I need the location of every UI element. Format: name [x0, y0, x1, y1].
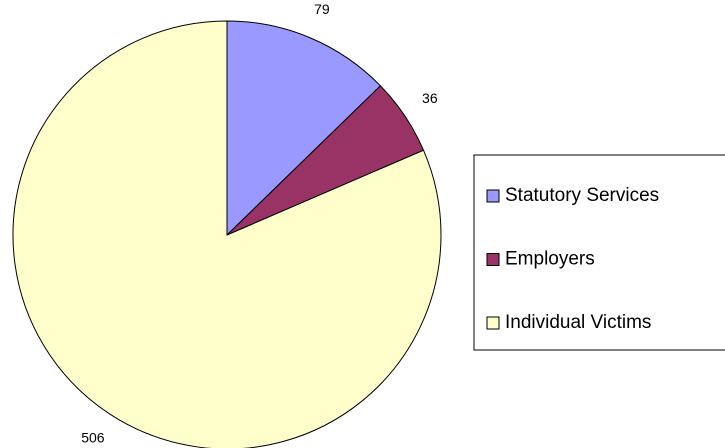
legend-swatch: [486, 253, 500, 266]
legend-swatch: [486, 189, 500, 203]
data-label: 79: [314, 1, 330, 17]
legend-swatch: [486, 316, 500, 330]
data-label: 36: [422, 90, 438, 106]
data-label: 506: [81, 430, 105, 446]
legend-box: [473, 154, 725, 351]
legend-label: Individual Victims: [505, 312, 651, 333]
pie-slice: [226, 20, 382, 237]
legend-label: Statutory Services: [505, 185, 659, 206]
legend-label: Employers: [505, 249, 595, 270]
pie-slice: [12, 20, 442, 448]
